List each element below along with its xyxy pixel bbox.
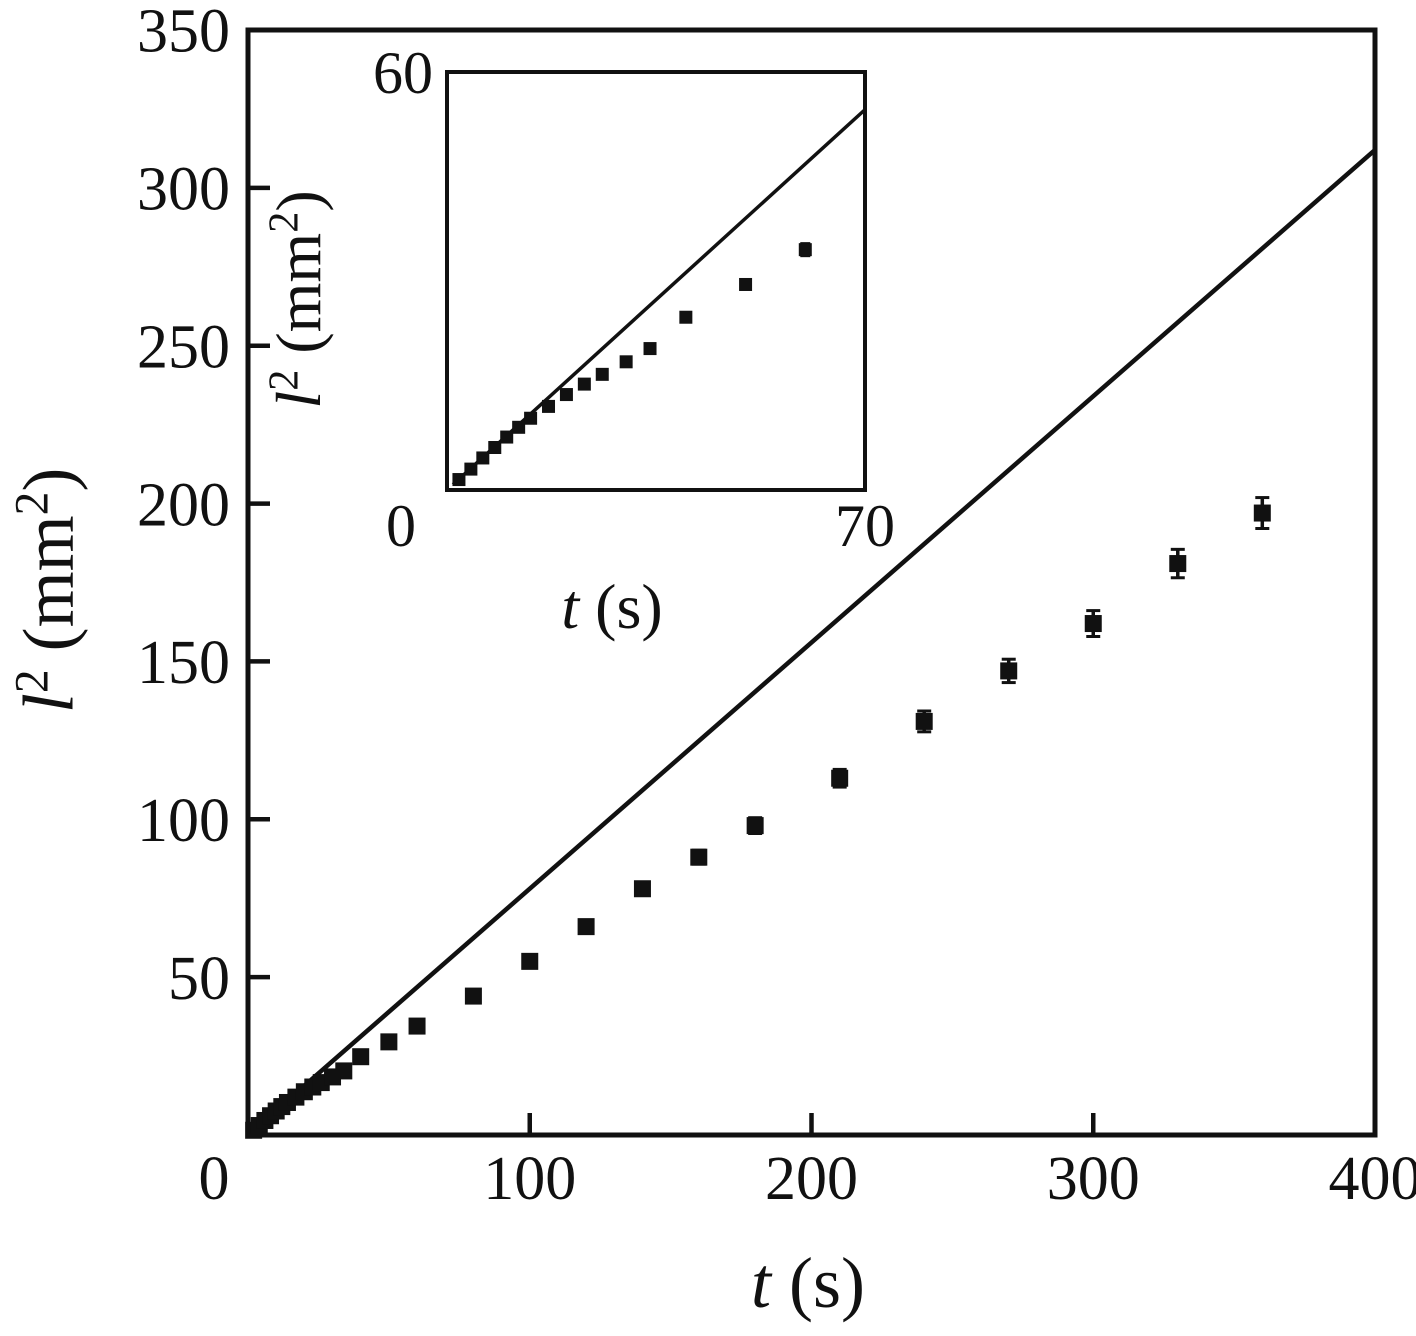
inset-data-point (595, 367, 609, 381)
inset-data-point (577, 377, 591, 391)
inset-y-axis-unit-exponent: 2 (260, 211, 308, 233)
y-axis-unit-open: (mm (8, 515, 89, 670)
main-fit-line (252, 148, 1377, 1132)
main-data-point (746, 817, 764, 835)
inset-data-point (739, 277, 753, 291)
inset-y-axis-exponent: 2 (260, 369, 308, 391)
main-data-point (1084, 615, 1102, 633)
inset-x-axis-unit: (s) (579, 571, 663, 642)
inset-y-tick-label: 60 (373, 40, 433, 106)
y-axis-unit-close: ) (8, 467, 89, 492)
inset-y-axis-variable: l (262, 390, 334, 409)
inset-data-point (452, 473, 466, 487)
inset-data-point (679, 310, 693, 324)
main-plot: 0 100 200 300 400 50 100 150 200 250 300 350 (137, 0, 1416, 1213)
inset-data-point (488, 441, 502, 455)
main-data-point (352, 1048, 370, 1066)
y-axis-variable: l (8, 693, 89, 714)
inset-data-point (542, 399, 556, 413)
inset-x-axis-variable: t (561, 571, 580, 642)
main-data-point (633, 880, 651, 898)
main-y-tick-label: 250 (137, 313, 230, 381)
y-axis-exponent: 2 (6, 669, 59, 694)
inset-y-axis-title: l2 (mm2) (261, 69, 336, 529)
inset-data-point (643, 342, 657, 356)
main-x-tick-label: 0 (199, 1145, 230, 1213)
inset-data-point (500, 430, 514, 444)
inset-data-point (559, 388, 573, 402)
inset-plot: 0 70 60 (373, 40, 895, 559)
main-x-tick-label: 200 (765, 1145, 858, 1213)
main-y-tick-label: 50 (168, 945, 230, 1013)
main-x-axis-title: t (s) (598, 1242, 1018, 1325)
inset-data-point (512, 420, 526, 434)
main-data-point (408, 1017, 426, 1035)
main-data-point (464, 987, 482, 1005)
inset-axis-frame (445, 70, 867, 492)
main-y-tick-label: 100 (137, 787, 230, 855)
inset-data-point (476, 451, 490, 465)
inset-data-point (464, 462, 478, 476)
main-y-tick-label: 300 (137, 156, 230, 224)
inset-data-point (798, 243, 812, 257)
x-axis-unit: (s) (771, 1243, 865, 1323)
main-y-tick-label: 350 (137, 0, 230, 66)
main-data-point (335, 1062, 353, 1080)
main-y-tick-label: 150 (137, 629, 230, 697)
main-data-point (1000, 662, 1018, 680)
inset-y-axis-unit-open: (mm (262, 232, 334, 370)
inset-data-point (619, 355, 633, 369)
main-data-point (380, 1033, 398, 1051)
main-data-point (577, 918, 595, 936)
inset-x-tick-label: 0 (386, 493, 416, 559)
main-x-tick-label: 100 (483, 1145, 576, 1213)
inset-y-axis-unit-close: ) (262, 190, 334, 212)
main-x-tick-label: 400 (1329, 1145, 1416, 1213)
main-data-point (831, 769, 849, 787)
inset-x-tick-label: 70 (835, 493, 895, 559)
y-axis-unit-exponent: 2 (6, 491, 59, 516)
main-y-tick-label: 200 (137, 471, 230, 539)
inset-x-axis-title: t (s) (452, 570, 772, 644)
main-axis-frame (245, 27, 1378, 1138)
main-data-point (690, 848, 708, 866)
main-data-point (1253, 504, 1271, 522)
inset-data-point (524, 411, 538, 425)
main-x-tick-label: 300 (1047, 1145, 1140, 1213)
main-y-axis-title: l2 (mm2) (6, 240, 91, 940)
x-axis-variable: t (751, 1243, 772, 1323)
main-data-point (521, 952, 539, 970)
main-data-point (1169, 555, 1187, 573)
main-data-point (915, 712, 933, 730)
